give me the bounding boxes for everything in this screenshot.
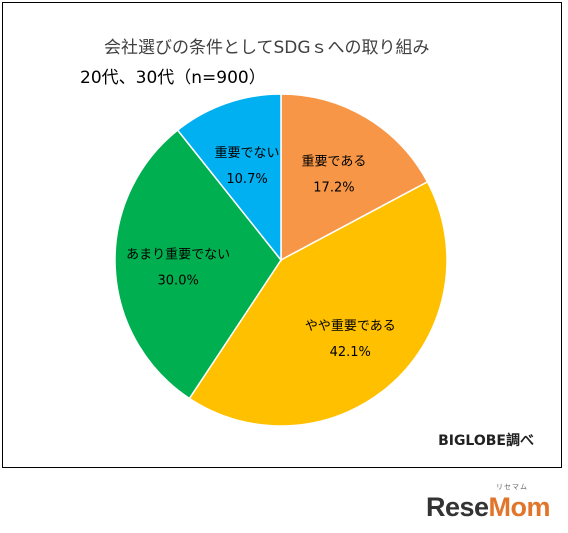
logo-text-suffix: Mom [488, 492, 551, 522]
chart-title: 会社選びの条件としてSDGｓへの取り組み [104, 38, 430, 58]
pie-slice-2 [114, 129, 282, 400]
chart-subtitle: 20代、30代（n=900） [80, 68, 266, 88]
pie-slice-1 [188, 180, 448, 427]
pie-slice-0 [280, 93, 429, 262]
slice-category-label-0: 重要である [302, 154, 367, 170]
slice-value-label-3: 10.7% [226, 172, 267, 187]
slice-category-label-1: やや重要である [305, 318, 396, 334]
slice-category-label-3: 重要でない [215, 145, 280, 161]
pie-slice-3 [176, 93, 282, 263]
resemom-logo[interactable]: リセマム ReseMom [425, 484, 551, 523]
slice-value-label-1: 42.1% [330, 345, 371, 360]
slice-value-label-0: 17.2% [313, 181, 354, 196]
slice-value-label-2: 30.0% [158, 274, 199, 289]
logo-text-prefix: Rese [425, 492, 489, 522]
logo-small-text: リセマム [496, 484, 528, 491]
source-annotation: BIGLOBE調べ [438, 433, 534, 449]
slice-category-label-2: あまり重要でない [126, 247, 230, 263]
